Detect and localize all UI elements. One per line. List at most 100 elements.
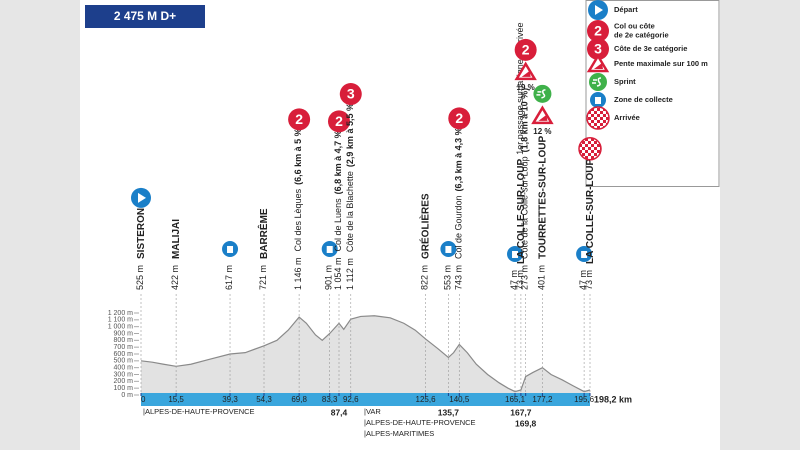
x-tick-label: 69,8	[291, 395, 307, 404]
x-tick-label: 165,1	[505, 395, 526, 404]
x-tick-label: 169,8	[515, 418, 537, 428]
legend-label: Pente maximale sur 100 m	[614, 59, 708, 68]
y-tick-label: 1 200 m	[108, 310, 133, 317]
climb-icon: 3	[587, 38, 609, 60]
gradient-icon	[531, 105, 554, 125]
header-title: 2 475 M D+	[114, 9, 176, 23]
waypoint-name: Côte de la Colle-sur-Loup	[520, 156, 530, 259]
icon-glyph	[521, 70, 531, 77]
y-tick-label: 600 m	[114, 351, 134, 358]
collect-icon	[590, 92, 606, 108]
icon-glyph	[227, 245, 234, 253]
waypoint-label: 401 m TOURRETTES-SUR-LOUP	[537, 136, 548, 290]
waypoint-altitude: 73 m	[515, 270, 525, 290]
icon-glyph	[538, 114, 548, 121]
waypoint-altitude: 273 m	[520, 265, 530, 290]
climb-icon: 2	[327, 110, 350, 133]
waypoint-detail: (6,8 km à 4,7 %)	[333, 127, 343, 194]
waypoint-label: 822 m GRÉOLIÈRES	[418, 193, 431, 290]
waypoint-name: Côte de la Blachette	[345, 171, 355, 252]
icon-disc	[586, 106, 610, 130]
icon-glyph	[326, 245, 333, 253]
climb-icon: 2	[448, 107, 471, 130]
waypoint-altitude: 1 146 m	[293, 257, 303, 290]
waypoint-label: 1 146 m Col des Lèques (6,6 km à 5 %)	[293, 125, 303, 290]
icon-glyph	[581, 250, 588, 258]
climb-icon: 3	[339, 83, 362, 106]
region-label: |ALPES-DE-HAUTE-PROVENCE	[143, 407, 255, 416]
x-tick-label: 125,6	[416, 395, 437, 404]
sprint-icon	[589, 73, 607, 91]
collect-icon	[507, 245, 524, 262]
waypoint-name: LA COLLE-SUR-LOUP	[585, 158, 596, 264]
waypoint-detail: (2,9 km à 5,5 %)	[345, 100, 355, 167]
gradient-label: 19 %	[517, 83, 535, 92]
icon-badge: 3	[594, 41, 602, 57]
sprint-icon	[533, 84, 552, 103]
waypoint-detail: (6,6 km à 5 %)	[293, 125, 303, 185]
waypoint-altitude: 401 m	[537, 265, 547, 290]
waypoint-name: Col des Lèques	[293, 188, 303, 251]
icon-glyph	[512, 250, 519, 258]
x-tick-label: 0	[141, 395, 146, 404]
waypoint-name: LA COLLE-SUR-LOUP	[516, 158, 527, 264]
waypoint-altitude: 721 m	[258, 265, 268, 290]
icon-badge: 3	[347, 86, 355, 102]
waypoint-label: 73 m LA COLLE-SUR-LOUP	[584, 158, 595, 290]
icon-glyph	[592, 77, 602, 87]
y-tick-label: 300 m	[114, 371, 134, 378]
y-tick-label: 200 m	[114, 378, 134, 385]
collect-icon	[576, 245, 593, 262]
waypoint-label: 901 m	[324, 265, 334, 290]
region-label: |VAR	[364, 407, 381, 416]
profile-fill	[141, 315, 590, 395]
icon-glyph	[445, 245, 452, 253]
waypoint-label: 721 m BARRÊME	[257, 208, 270, 290]
y-tick-label: 500 m	[114, 358, 134, 365]
waypoint-label: 743 m Col de Gourdon (6,3 km à 4,3 %)	[454, 124, 464, 290]
start-icon	[131, 187, 151, 208]
icon-glyph	[595, 97, 601, 104]
y-tick-label: 700 m	[114, 344, 134, 351]
waypoint-name: TOURRETTES-SUR-LOUP	[537, 136, 548, 259]
icon-disc	[514, 38, 537, 61]
legend-label: Col ou côte	[614, 21, 655, 30]
collect-icon	[222, 240, 239, 257]
y-tick-label: 100 m	[114, 385, 134, 392]
waypoint-detail: (6,3 km à 4,3 %)	[454, 124, 464, 191]
region-label: |ALPES-DE-HAUTE-PROVENCE	[364, 418, 476, 427]
region-label: |ALPES-MARITIMES	[364, 429, 434, 438]
x-tick-label: 39,3	[222, 395, 238, 404]
waypoint-name: GRÉOLIÈRES	[418, 193, 431, 259]
legend-label: Départ	[614, 5, 638, 14]
collect-icon	[321, 240, 338, 257]
waypoint-name: Col de Luens	[333, 198, 343, 252]
waypoint-name: MALIJAI	[171, 219, 182, 259]
header-bar	[85, 5, 205, 28]
icon-disc	[448, 107, 471, 130]
climb-icon: 2	[288, 108, 311, 131]
y-tick-label: 900 m	[114, 330, 134, 337]
waypoint-label: 525 m SISTERON	[135, 208, 146, 290]
gradient-icon	[514, 61, 537, 81]
icon-badge: 2	[522, 42, 530, 58]
x-tick-label: 177,2	[532, 395, 553, 404]
y-tick-label: 400 m	[114, 365, 134, 372]
y-tick-label: 0 m	[121, 392, 133, 399]
waypoint-altitude: 422 m	[170, 265, 180, 290]
waypoint-label: 47 m	[578, 270, 588, 290]
x-tick-label: 83,3	[322, 395, 338, 404]
waypoint-altitude: 822 m	[420, 265, 430, 290]
finish-icon	[586, 106, 610, 130]
legend-label: Arrivée	[614, 113, 640, 122]
climb-icon: 2	[514, 38, 537, 61]
waypoint-altitude: 47 m	[578, 270, 588, 290]
waypoint-label: 617 m	[224, 265, 234, 290]
icon-glyph	[536, 89, 546, 99]
icon-disc	[288, 108, 311, 131]
gradient-label: 12 %	[533, 127, 551, 136]
waypoint-detail: 1er passage sur la ligne d'arrivée	[515, 23, 525, 155]
climb-icon: 2	[587, 20, 609, 42]
legend-label: Sprint	[614, 77, 636, 86]
icon-glyph	[595, 5, 603, 15]
